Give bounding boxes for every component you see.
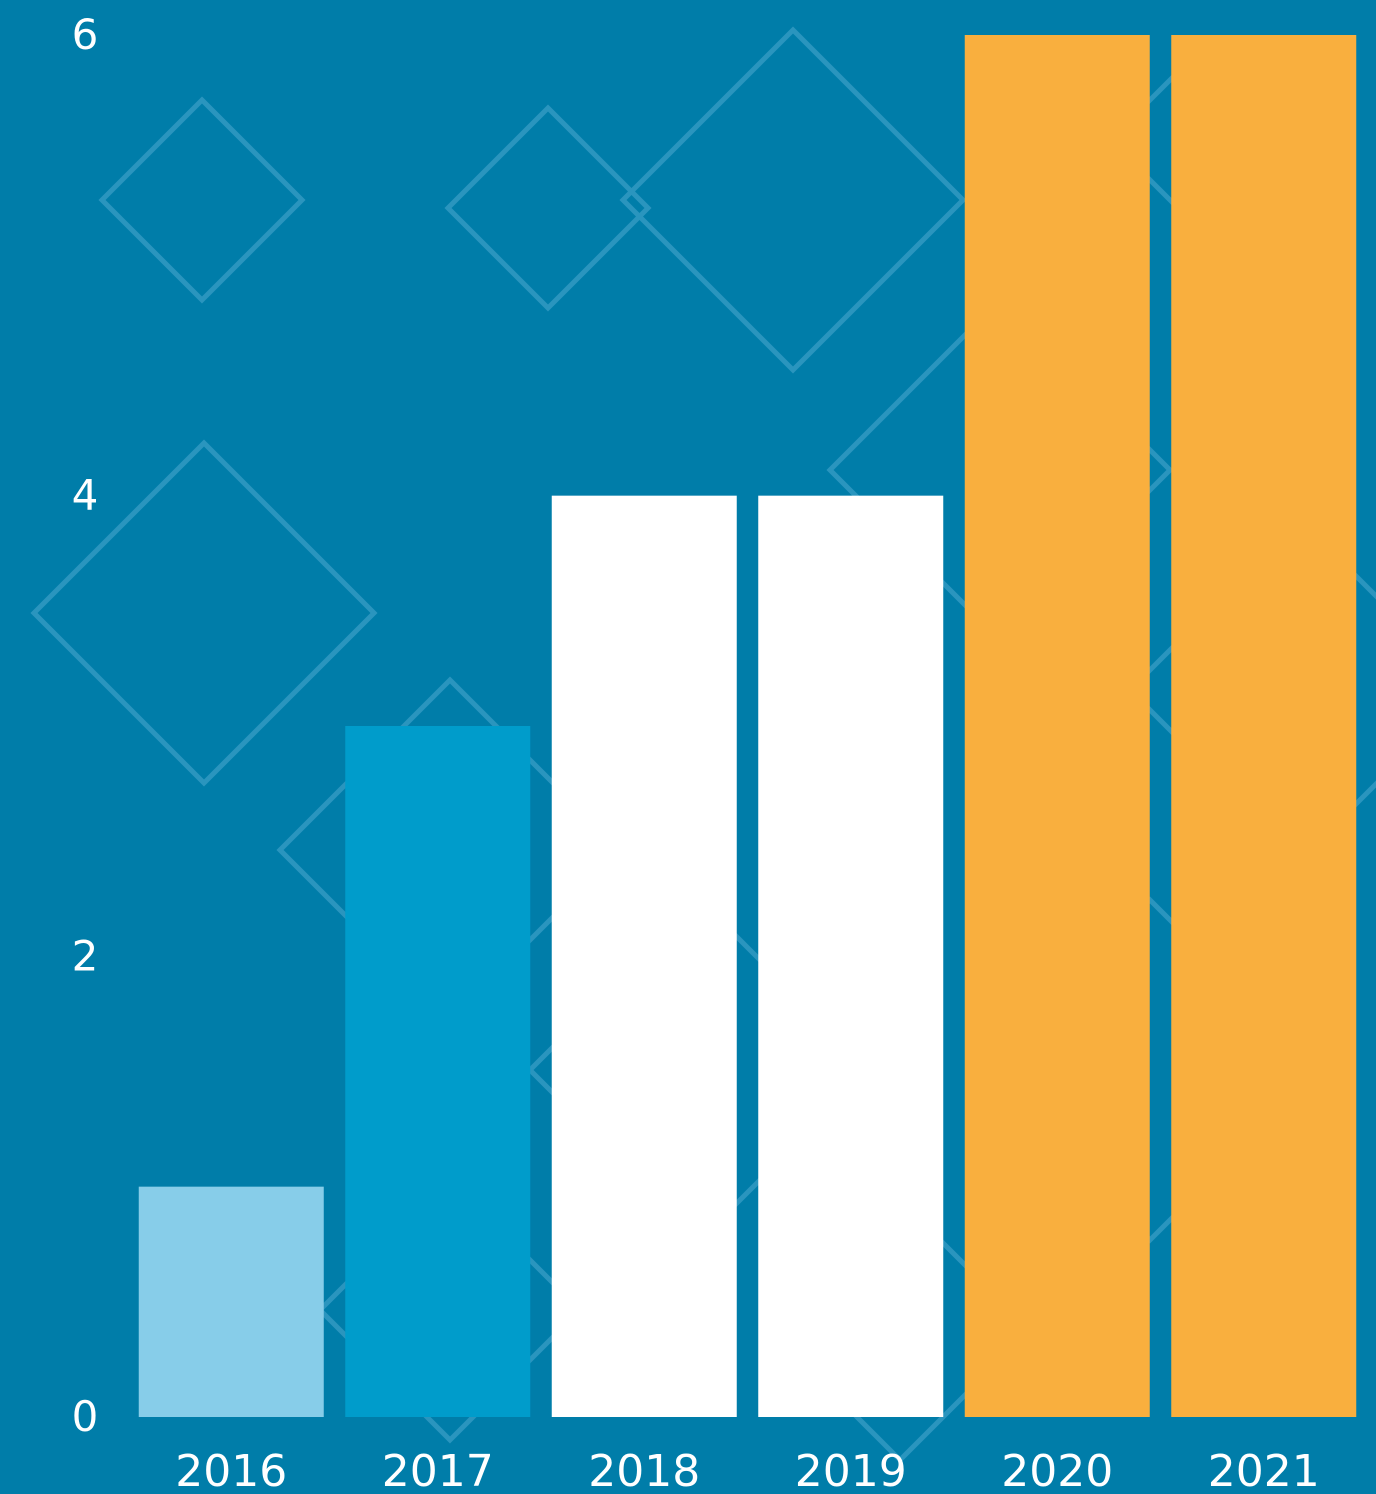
background-diamond bbox=[444, 104, 652, 312]
bar-2021 bbox=[1171, 35, 1357, 1417]
bar-2019 bbox=[758, 495, 944, 1418]
x-tick-label: 2020 bbox=[1001, 1446, 1113, 1494]
x-tick-label: 2018 bbox=[588, 1446, 700, 1494]
x-tick-label: 2017 bbox=[382, 1446, 494, 1494]
bar-2017 bbox=[345, 726, 531, 1417]
x-tick-label: 2019 bbox=[795, 1446, 907, 1494]
x-tick-label: 2021 bbox=[1208, 1446, 1320, 1494]
bar-2020 bbox=[964, 35, 1150, 1417]
y-tick-label: 2 bbox=[72, 931, 99, 980]
background-diamond bbox=[30, 439, 378, 787]
y-tick-label: 0 bbox=[72, 1392, 99, 1441]
y-axis: 0 2 4 6 bbox=[72, 10, 99, 1441]
y-tick-label: 4 bbox=[72, 471, 99, 520]
bar-2016 bbox=[138, 1186, 324, 1417]
background-diamond bbox=[619, 26, 967, 374]
bar-series bbox=[138, 35, 1357, 1418]
x-axis: 2016 2017 2018 2019 2020 2021 bbox=[175, 1446, 1319, 1494]
x-tick-label: 2016 bbox=[175, 1446, 287, 1494]
bar-2018 bbox=[551, 495, 737, 1418]
y-tick-label: 6 bbox=[72, 10, 99, 59]
background-diamond bbox=[98, 96, 306, 304]
